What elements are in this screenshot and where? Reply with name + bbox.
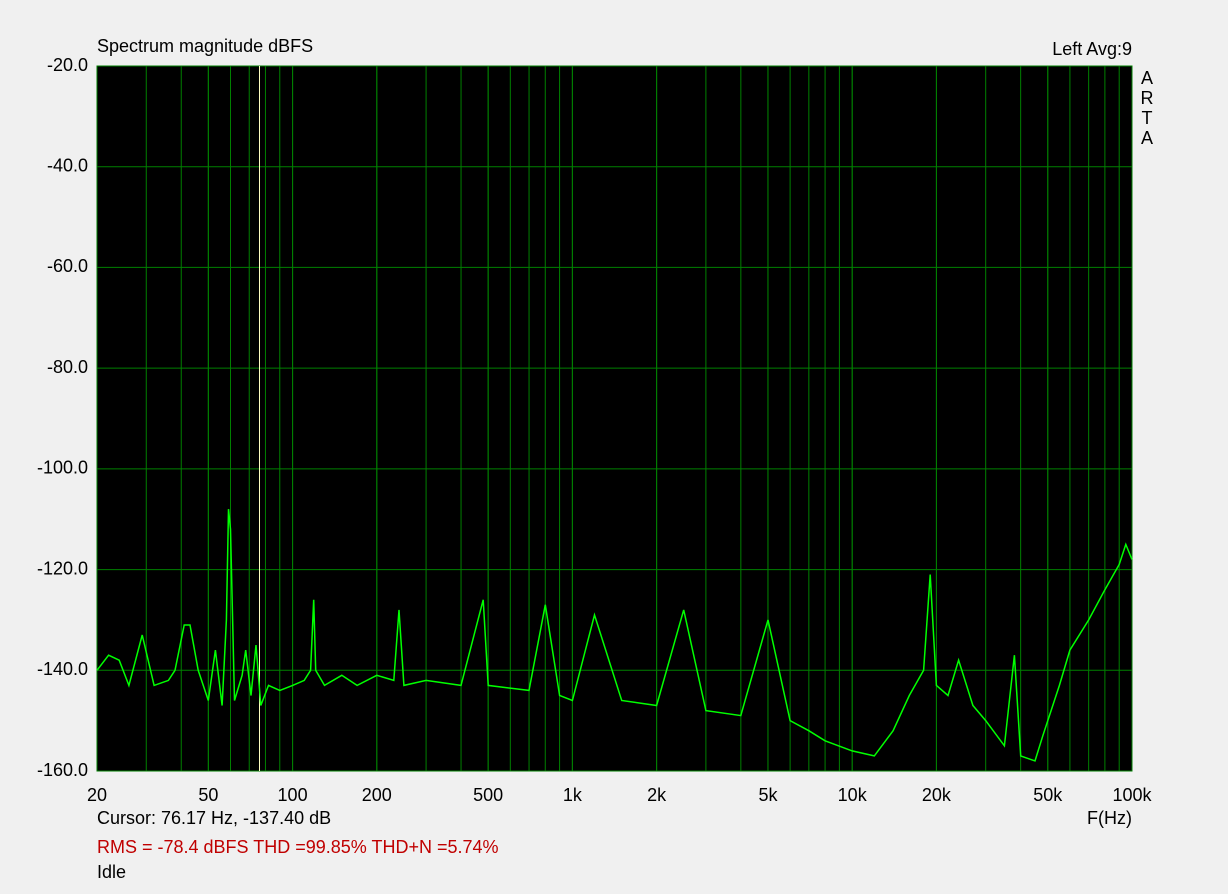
cursor-readout: Cursor: 76.17 Hz, -137.40 dB — [97, 808, 331, 828]
side-label: ARTA — [1137, 68, 1157, 148]
x-tick-label: 500 — [473, 785, 503, 805]
status: Idle — [97, 862, 126, 882]
chart-title: Spectrum magnitude dBFS — [97, 36, 313, 56]
y-tick-label: -80.0 — [47, 357, 88, 377]
x-tick-label: 2k — [647, 785, 667, 805]
y-tick-label: -40.0 — [47, 155, 88, 175]
stats: RMS = -78.4 dBFS THD =99.85% THD+N =5.74… — [97, 837, 499, 857]
x-tick-label: 20 — [87, 785, 107, 805]
x-tick-label: 50 — [198, 785, 218, 805]
x-tick-label: 20k — [922, 785, 952, 805]
x-tick-label: 50k — [1033, 785, 1063, 805]
x-tick-label: 200 — [362, 785, 392, 805]
y-tick-label: -160.0 — [37, 760, 88, 780]
x-axis-label: F(Hz) — [1087, 808, 1132, 828]
y-tick-label: -140.0 — [37, 659, 88, 679]
x-tick-label: 10k — [838, 785, 868, 805]
channel-label: Left Avg:9 — [1052, 39, 1132, 59]
x-tick-label: 100 — [278, 785, 308, 805]
y-tick-label: -20.0 — [47, 55, 88, 75]
spectrum-line — [96, 509, 1133, 762]
x-tick-label: 100k — [1112, 785, 1152, 805]
plot-area — [96, 65, 1133, 772]
y-tick-label: -120.0 — [37, 558, 88, 578]
x-tick-label: 5k — [758, 785, 778, 805]
y-tick-label: -100.0 — [37, 458, 88, 478]
x-tick-label: 1k — [563, 785, 583, 805]
y-tick-label: -60.0 — [47, 256, 88, 276]
